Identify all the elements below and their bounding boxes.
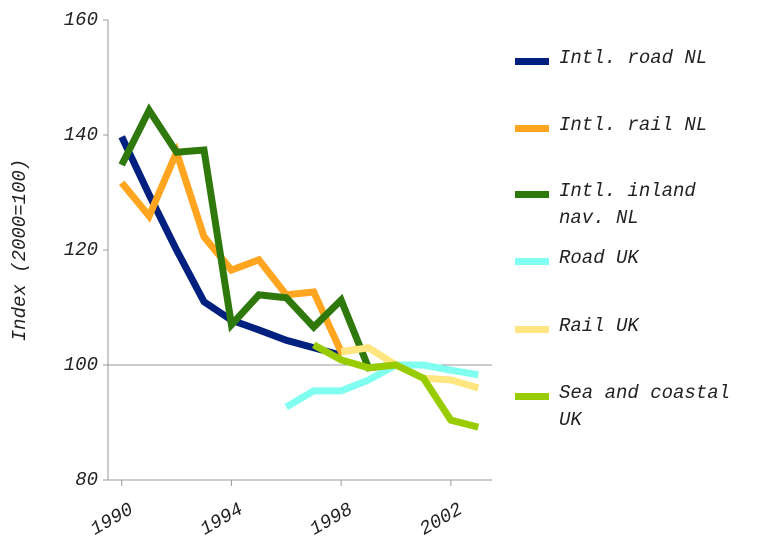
legend-swatch	[515, 58, 549, 65]
y-tick-label: 120	[64, 239, 98, 261]
legend-swatch	[515, 393, 549, 400]
y-axis-title: Index (2000=100)	[9, 159, 31, 341]
series-line	[312, 341, 480, 431]
series-line	[118, 103, 397, 372]
legend-swatch	[515, 191, 549, 198]
legend-label: Intl. rail NL	[559, 114, 708, 136]
legend-entry: Intl. road NL	[515, 47, 765, 72]
legend-label: Rail UK	[559, 315, 639, 337]
legend-swatch	[515, 125, 549, 132]
legend-entry: Road UK	[515, 247, 765, 272]
legend-label: Sea and coastal UK	[559, 382, 731, 431]
series-line	[284, 361, 479, 410]
legend-entry: Intl. rail NL	[515, 114, 765, 139]
legend-entry: Intl. inland nav. NL	[515, 180, 765, 232]
y-tick-label: 80	[75, 469, 98, 491]
legend-entry: Sea and coastal UK	[515, 382, 765, 434]
y-tick-label: 160	[64, 9, 98, 31]
legend-swatch	[515, 326, 549, 333]
x-tick-label: 1998	[306, 498, 356, 540]
x-tick-label: 1994	[196, 498, 246, 540]
legend-label: Intl. inland nav. NL	[559, 180, 696, 229]
series-line	[119, 142, 370, 356]
legend-label: Road UK	[559, 247, 639, 269]
y-tick-label: 140	[64, 124, 98, 146]
legend-label: Intl. road NL	[559, 47, 708, 69]
y-tick-label: 100	[64, 354, 98, 376]
x-tick-label: 2002	[416, 498, 466, 540]
legend-swatch	[515, 258, 549, 265]
legend-entry: Rail UK	[515, 315, 765, 340]
x-tick-label: 1990	[87, 498, 137, 540]
